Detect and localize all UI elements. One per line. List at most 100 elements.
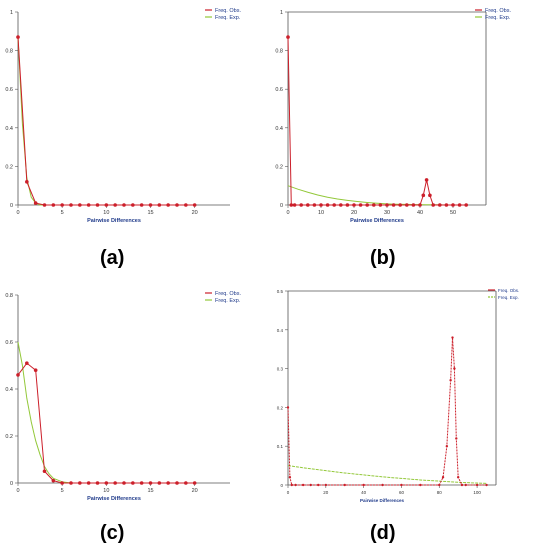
data-point-freq-obs (148, 481, 153, 485)
data-point-freq-obs (301, 483, 305, 487)
y-tick-label: 0.1 (277, 444, 284, 449)
x-tick-label: 40 (417, 210, 423, 216)
data-point-freq-obs (113, 203, 117, 207)
data-point-freq-obs (438, 483, 441, 487)
y-tick-label: 0.2 (275, 164, 283, 170)
data-point-freq-obs (358, 203, 363, 207)
data-point-freq-obs (444, 203, 449, 207)
y-tick-label: 0.3 (277, 367, 284, 372)
data-point-freq-obs (192, 203, 197, 207)
data-point-freq-obs (42, 469, 47, 474)
data-point-freq-obs (453, 367, 456, 370)
data-point-freq-obs (299, 203, 303, 207)
series-line-freq-exp (17, 341, 72, 484)
data-point-freq-obs (343, 483, 346, 487)
x-tick-label: 40 (361, 490, 367, 495)
chart-c: 0 0.2 0.4 0.6 0.8 0 5 10 15 20 Pairwise Difference… (5, 291, 241, 502)
legend-label-freq-obs: Freq. Obs. (485, 8, 511, 14)
x-tick-label: 80 (437, 490, 443, 495)
data-point-freq-obs (78, 203, 82, 207)
data-point-freq-obs (33, 368, 38, 372)
x-tick-label: 60 (399, 490, 405, 495)
data-point-freq-obs (175, 481, 179, 485)
data-point-freq-obs (319, 203, 323, 207)
legend-label-freq-obs: Freq. Obs. (498, 288, 519, 293)
data-point-freq-obs (33, 201, 38, 205)
data-point-freq-obs (352, 203, 356, 207)
x-tick-label: 5 (61, 488, 64, 494)
data-point-freq-obs (42, 203, 47, 207)
series-line-freq-obs (17, 37, 195, 206)
data-point-freq-obs (95, 203, 100, 207)
data-point-freq-obs (464, 483, 467, 487)
data-point-freq-obs (175, 203, 179, 207)
data-point-freq-obs (288, 476, 292, 479)
data-point-freq-obs (286, 406, 290, 409)
data-point-freq-obs (451, 203, 455, 207)
data-point-freq-obs (139, 481, 144, 485)
data-point-freq-obs (332, 203, 336, 207)
y-tick-label: 0.6 (275, 87, 283, 93)
data-point-freq-obs (411, 203, 416, 207)
data-point-freq-obs (464, 203, 468, 207)
data-point-freq-obs (312, 203, 317, 207)
data-point-freq-obs (157, 481, 162, 485)
data-point-freq-obs (192, 481, 197, 485)
y-tick-label: 0 (10, 481, 13, 487)
data-point-freq-obs (184, 203, 188, 207)
data-point-freq-obs (362, 483, 365, 487)
x-tick-label: 0 (286, 210, 289, 216)
y-tick-label: 0.8 (275, 49, 283, 55)
data-point-freq-obs (122, 481, 126, 485)
legend-label-freq-exp: Freq. Exp. (485, 15, 511, 21)
data-point-freq-obs (122, 203, 126, 207)
panel-label-b: (b) (370, 247, 396, 269)
data-point-freq-obs (449, 379, 452, 382)
data-point-freq-obs (113, 481, 117, 485)
data-point-freq-obs (317, 483, 320, 487)
data-point-freq-obs (104, 203, 109, 207)
data-point-freq-obs (431, 203, 435, 207)
data-point-freq-obs (428, 193, 432, 198)
x-tick-label: 20 (351, 210, 357, 216)
data-point-freq-obs (78, 481, 82, 485)
data-point-freq-obs (286, 35, 290, 39)
panel-label-d: (d) (370, 522, 396, 544)
x-tick-label: 20 (323, 490, 329, 495)
y-tick-label: 0 (10, 203, 13, 209)
data-point-freq-obs (290, 483, 293, 487)
panel-label-c: (c) (100, 522, 125, 544)
data-point-freq-obs (25, 180, 29, 184)
y-tick-label: 1 (10, 10, 13, 16)
data-point-freq-obs (131, 481, 135, 485)
legend-label-freq-obs: Freq. Obs. (215, 291, 241, 297)
data-point-freq-obs (339, 203, 343, 207)
x-tick-label: 15 (147, 210, 153, 216)
data-point-freq-obs (345, 203, 350, 207)
data-point-freq-obs (421, 193, 426, 198)
x-tick-label: 5 (61, 210, 64, 216)
x-tick-label: 15 (147, 488, 153, 494)
data-point-freq-obs (95, 481, 100, 485)
x-tick-label: 0 (16, 210, 19, 216)
x-tick-label: 10 (103, 488, 109, 494)
data-point-freq-obs (457, 203, 462, 207)
x-axis-label: Pairwise Differences (360, 498, 405, 503)
data-point-freq-obs (16, 35, 20, 39)
y-tick-label: 0.4 (275, 126, 283, 132)
data-point-freq-obs (372, 203, 376, 207)
data-point-freq-obs (419, 483, 422, 487)
y-tick-label: 0.5 (277, 289, 284, 294)
data-point-freq-obs (445, 445, 449, 448)
data-point-freq-obs (306, 203, 310, 207)
data-point-freq-obs (475, 483, 479, 487)
data-point-freq-obs (391, 203, 396, 207)
x-tick-label: 20 (192, 210, 198, 216)
data-point-freq-obs (400, 483, 403, 487)
data-point-freq-obs (438, 203, 442, 207)
data-point-freq-obs (424, 178, 429, 182)
data-point-freq-obs (86, 203, 91, 207)
series-line-freq-exp (287, 465, 487, 484)
x-axis-label: Pairwise Differences (350, 218, 404, 224)
series-line-freq-obs (287, 37, 467, 206)
